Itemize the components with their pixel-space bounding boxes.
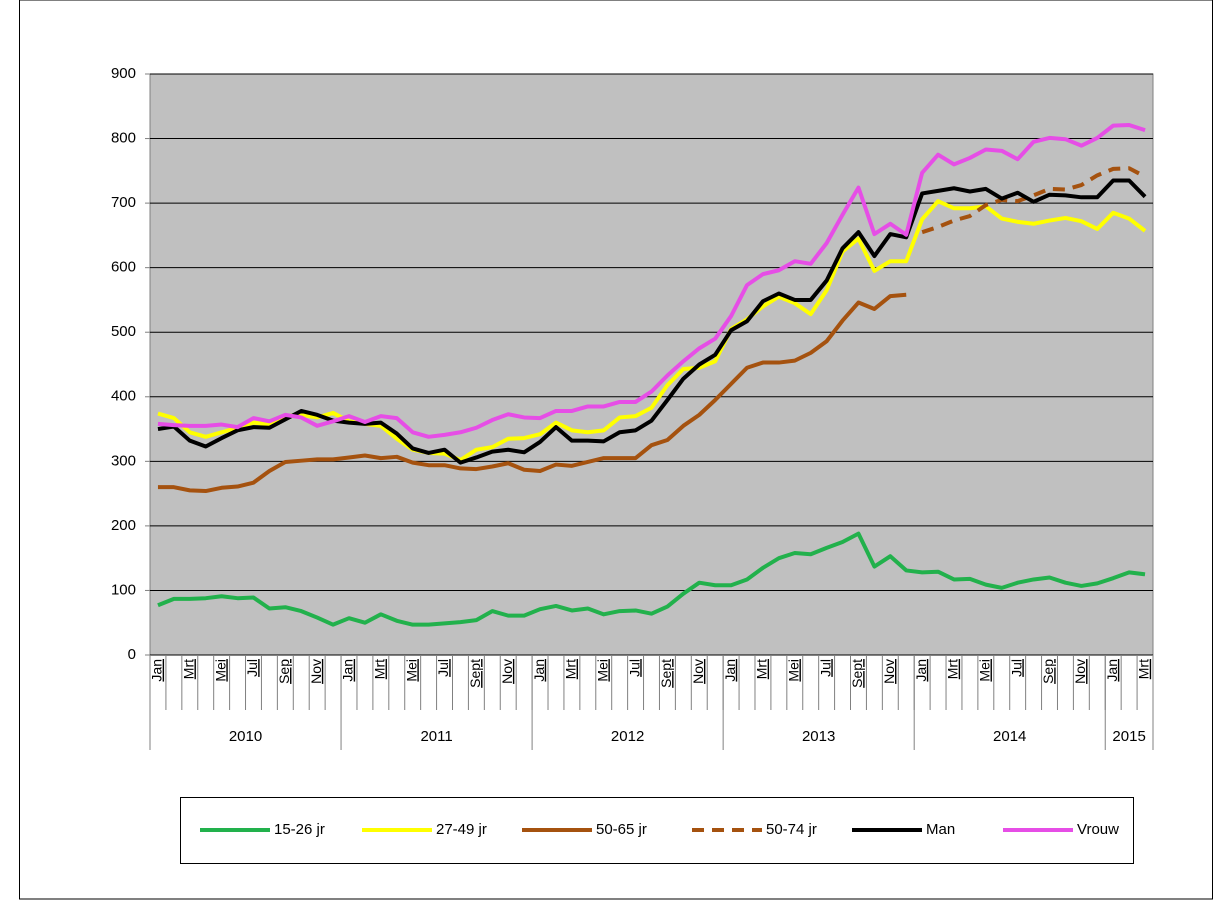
x-tick-label: Jan (340, 659, 356, 682)
x-tick-label: Nov (308, 659, 324, 684)
y-tick-label: 200 (111, 517, 136, 534)
x-tick-label: Sep (1040, 659, 1056, 684)
x-tick-label: Mrt (945, 659, 961, 679)
legend-label: 27-49 jr (436, 821, 487, 838)
series-line (157, 292, 907, 494)
legend-label: 15-26 jr (274, 821, 325, 838)
y-tick-label: 400 (111, 388, 136, 405)
legend-label: Man (926, 821, 955, 838)
x-tick-label: Sep (276, 659, 292, 684)
year-label: 2011 (420, 728, 452, 745)
y-tick-label: 100 (111, 581, 136, 598)
y-tick-label: 900 (111, 65, 136, 82)
x-tick-label: Mrt (754, 659, 770, 679)
x-tick-label: Sept (849, 659, 865, 688)
y-tick-label: 0 (128, 646, 136, 663)
x-tick-label: Mrt (181, 659, 197, 679)
x-tick-label: Jan (913, 659, 929, 682)
x-tick-label: Nov (499, 659, 515, 684)
x-tick-label: Jan (722, 659, 738, 682)
series-line (157, 531, 1146, 627)
legend-label: 50-65 jr (596, 821, 647, 838)
x-tick-label: Mei (594, 659, 610, 682)
series-line (157, 178, 1147, 465)
legend-label: Vrouw (1077, 821, 1119, 838)
y-tick-label: 700 (111, 194, 136, 211)
year-label: 2013 (802, 728, 835, 745)
year-label: 2012 (611, 728, 644, 745)
x-tick-label: Nov (690, 659, 706, 684)
x-tick-label: Nov (881, 659, 897, 684)
x-tick-label: Mei (403, 659, 419, 682)
x-tick-label: Mrt (372, 659, 388, 679)
plot-area (149, 73, 1154, 656)
x-tick-label: Mei (977, 659, 993, 682)
x-tick-label: Jul (1008, 659, 1024, 677)
year-label: 2015 (1112, 728, 1145, 745)
x-tick-label: Jan (531, 659, 547, 682)
y-tick-label: 600 (111, 259, 136, 276)
legend-box (180, 797, 1134, 864)
year-label: 2014 (993, 728, 1026, 745)
series-line (157, 123, 1146, 439)
x-tick-label: Jul (626, 659, 642, 677)
y-tick-label: 800 (111, 130, 136, 147)
x-tick-label: Sept (658, 659, 674, 688)
x-tick-label: Jan (1104, 659, 1120, 682)
x-tick-label: Nov (1072, 659, 1088, 684)
x-tick-label: Mrt (563, 659, 579, 679)
x-tick-label: Jul (817, 659, 833, 677)
x-tick-label: Sept (467, 659, 483, 688)
legend-label: 50-74 jr (766, 821, 817, 838)
y-tick-label: 300 (111, 452, 136, 469)
x-tick-label: Mrt (1136, 659, 1152, 679)
x-tick-label: Mei (785, 659, 801, 682)
y-tick-label: 500 (111, 323, 136, 340)
x-tick-label: Jul (244, 659, 260, 677)
x-tick-label: Jan (149, 659, 165, 682)
x-tick-label: Mei (212, 659, 228, 682)
year-label: 2010 (229, 728, 262, 745)
x-tick-label: Jul (435, 659, 451, 677)
